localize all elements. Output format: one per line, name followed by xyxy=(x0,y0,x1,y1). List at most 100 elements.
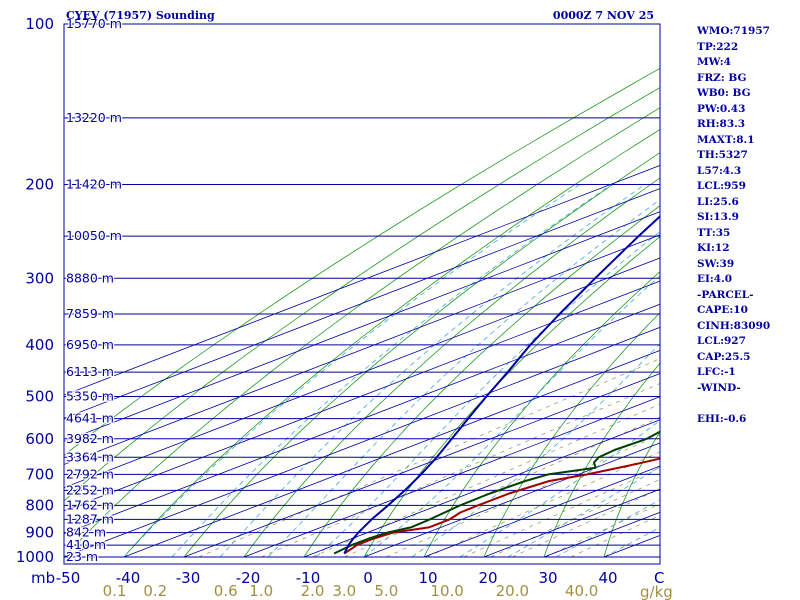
temperature-tick-label: 20 xyxy=(478,569,497,587)
moist-adiabat-line xyxy=(507,466,660,558)
index-line: FRZ: BG xyxy=(697,71,747,84)
isotherm-line xyxy=(303,419,660,558)
temperature-tick-label: 40 xyxy=(598,569,617,587)
temperature-profile xyxy=(343,457,660,555)
blank-line xyxy=(697,396,797,412)
index-line: TP:222 xyxy=(697,40,739,53)
isotherm-line xyxy=(64,211,660,442)
mixing-ratio-tick-label: 40.0 xyxy=(565,582,598,600)
sounding-profiles xyxy=(333,214,660,555)
index-line: CAP:25.5 xyxy=(697,350,751,363)
isotherm-line xyxy=(64,234,660,465)
mixing-ratio-tick-label: 0.2 xyxy=(143,582,167,600)
height-label: 3982 m xyxy=(66,431,114,446)
isotherm-line xyxy=(64,257,660,489)
height-label: 23 m xyxy=(66,549,98,564)
temperature-tick-label: -20 xyxy=(236,569,261,587)
temperature-tick-label: 30 xyxy=(538,569,557,587)
height-label: 3364 m xyxy=(66,449,114,464)
isotherm-line xyxy=(423,465,660,558)
mixing-ratio-tick-label: 2.0 xyxy=(301,582,325,600)
index-line: KI:12 xyxy=(697,242,730,254)
isotherm-line xyxy=(243,396,660,558)
pressure-tick-label: 500 xyxy=(25,388,54,406)
index-line: CAPE:10 xyxy=(697,304,748,316)
axis-labels: 15770 m 13220 m 11420 m 10050 m 8880 m 7859 m… xyxy=(16,15,673,600)
height-label: 5350 m xyxy=(66,389,114,404)
index-line: EI:4.0 xyxy=(697,273,733,285)
temperature-tick-label: 0 xyxy=(363,569,373,587)
index-line: LI:25.6 xyxy=(697,195,739,208)
height-label: 10050 m xyxy=(66,228,122,243)
pressure-tick-label: 600 xyxy=(25,430,54,448)
index-line: TH:5327 xyxy=(697,149,748,161)
temperature-tick-label: -50 xyxy=(56,569,81,587)
isotherm-line xyxy=(64,188,660,419)
height-label: 6113 m xyxy=(66,364,114,379)
height-label: 13220 m xyxy=(66,110,122,125)
height-label: 1287 m xyxy=(66,511,114,526)
index-line: PW:0.43 xyxy=(697,102,746,115)
mixing-ratio-tick-label: 20.0 xyxy=(496,582,529,600)
pressure-tick-label: 900 xyxy=(25,524,54,542)
height-label: 6950 m xyxy=(66,337,114,352)
height-label: 15770 m xyxy=(66,16,122,31)
mixing-ratio-tick-label: 0.1 xyxy=(103,582,127,600)
height-label: 11420 m xyxy=(66,176,122,191)
temperature-tick-label: -10 xyxy=(296,569,321,587)
mixing-ratio-tick-label: 3.0 xyxy=(332,582,356,600)
index-line: WB0: BG xyxy=(697,87,751,99)
index-line: WMO:71957 xyxy=(697,25,770,37)
isotherm-line xyxy=(183,373,660,558)
chart-title: CYEV (71957) Sounding xyxy=(66,9,215,22)
index-line: RH:83.3 xyxy=(697,118,746,130)
height-label: 2252 m xyxy=(66,482,114,497)
index-line: CINH:83090 xyxy=(697,319,771,332)
height-label: 410 m xyxy=(66,537,106,552)
wind-heading: -WIND- xyxy=(697,381,741,394)
isotherms xyxy=(64,164,660,558)
index-line: LCL:959 xyxy=(697,180,746,192)
isotherm-line xyxy=(64,326,660,558)
plot-area xyxy=(64,24,660,564)
pressure-tick-label: 400 xyxy=(25,336,54,354)
temperature-unit-label: C xyxy=(654,569,664,587)
plot-frame xyxy=(63,23,661,565)
pressure-tick-label: 300 xyxy=(25,269,54,287)
height-label: 4641 m xyxy=(66,411,114,426)
isotherm-line xyxy=(64,280,660,512)
height-label: 8880 m xyxy=(66,270,114,285)
mixing-ratio-tick-label: 10.0 xyxy=(430,582,463,600)
isotherm-line xyxy=(64,303,660,535)
height-label: 842 m xyxy=(66,525,106,540)
temperature-tick-label: -40 xyxy=(116,569,141,587)
pressure-tick-label: 700 xyxy=(25,465,54,483)
height-label: 7859 m xyxy=(66,306,114,321)
index-line: MW:4 xyxy=(697,56,731,68)
index-line: LFC:-1 xyxy=(697,366,736,378)
sounding-timestamp: 0000Z 7 NOV 25 xyxy=(553,9,654,22)
mixing-ratio-tick-label: 1.0 xyxy=(249,582,273,600)
isotherm-line xyxy=(64,164,660,396)
index-line: TT:35 xyxy=(697,226,731,239)
isobars xyxy=(63,23,661,565)
mixing-ratio-tick-label: 5.0 xyxy=(374,582,398,600)
pressure-tick-label: 100 xyxy=(25,15,54,33)
height-label: 2792 m xyxy=(66,466,114,481)
height-label: 1762 m xyxy=(66,497,114,512)
dewpoint-profile xyxy=(333,430,660,555)
moist-adiabat-line xyxy=(123,184,581,558)
pressure-tick-label: 200 xyxy=(25,175,54,193)
index-line: SI:13.9 xyxy=(697,211,739,223)
mixing-ratio-unit-label: g/kg xyxy=(640,583,673,600)
index-line: EHI:-0.6 xyxy=(697,412,747,425)
index-line: L57:4.3 xyxy=(697,164,742,177)
pressure-unit-label: mb xyxy=(31,569,55,587)
pressure-tick-label: 800 xyxy=(25,496,54,514)
mixing-ratio-tick-label: 0.6 xyxy=(214,582,238,600)
parcel-profile xyxy=(343,214,660,554)
index-line: MAXT:8.1 xyxy=(697,133,755,146)
temperature-tick-label: -30 xyxy=(176,569,201,587)
parcel-heading: -PARCEL- xyxy=(697,288,754,301)
